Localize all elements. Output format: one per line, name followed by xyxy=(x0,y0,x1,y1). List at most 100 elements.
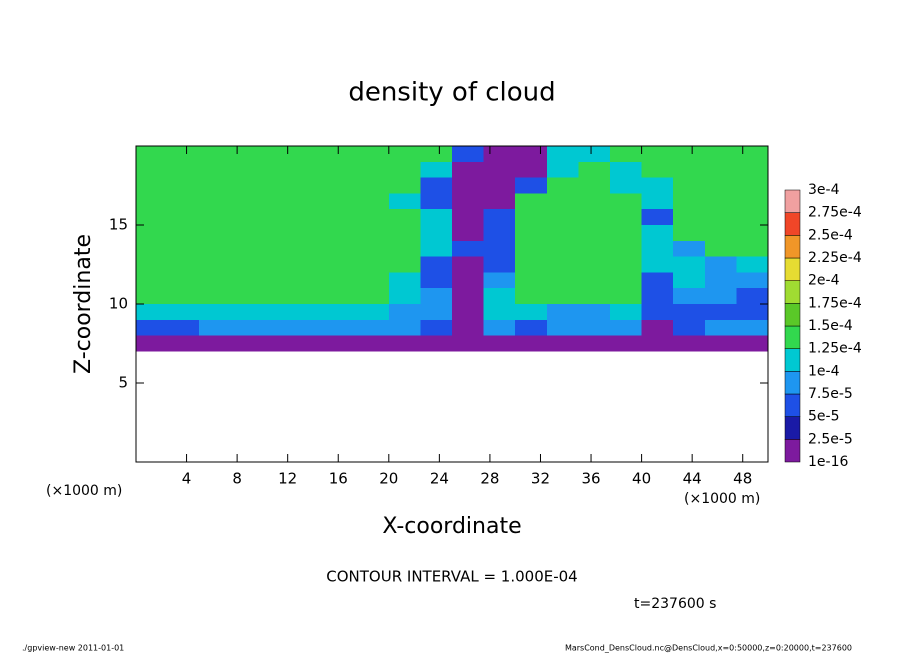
colorbar-label: 2.75e-4 xyxy=(808,205,862,221)
cell xyxy=(610,177,643,194)
cell xyxy=(736,446,769,463)
cell xyxy=(199,161,232,179)
cell xyxy=(325,430,358,447)
x-tick-label: 4 xyxy=(182,470,192,488)
cell xyxy=(357,161,390,179)
colorbar-label: 7.5e-5 xyxy=(808,386,853,402)
cell xyxy=(546,367,579,384)
cell xyxy=(673,398,706,416)
cell xyxy=(515,161,548,179)
cell xyxy=(388,240,421,258)
cell xyxy=(136,256,169,273)
cell xyxy=(420,414,453,431)
cell xyxy=(736,319,769,337)
cell xyxy=(294,209,327,226)
cell xyxy=(388,367,421,384)
cell xyxy=(515,367,548,384)
x-tick-label: 36 xyxy=(581,470,600,488)
cell xyxy=(546,383,579,400)
cell xyxy=(546,414,579,431)
cell xyxy=(262,351,295,368)
colorbar-label: 2e-4 xyxy=(808,273,840,289)
colorbar-swatch xyxy=(784,280,801,304)
cell xyxy=(610,209,643,226)
cell xyxy=(167,225,200,242)
colorbar-swatch xyxy=(784,189,801,213)
cell xyxy=(452,161,485,179)
cell xyxy=(136,272,169,289)
cell xyxy=(262,256,295,273)
footer-right: MarsCond_DensCloud.nc@DensCloud,x=0:5000… xyxy=(565,644,852,653)
cell xyxy=(673,351,706,368)
cell xyxy=(704,225,737,242)
cell xyxy=(704,319,737,337)
cell xyxy=(483,225,516,242)
cell xyxy=(515,240,548,258)
cell xyxy=(420,351,453,368)
cell xyxy=(452,398,485,416)
cell xyxy=(736,367,769,384)
cell xyxy=(325,414,358,431)
cell xyxy=(578,209,611,226)
cell xyxy=(420,446,453,463)
x-tick-label: 32 xyxy=(531,470,550,488)
colorbar-swatch xyxy=(784,348,801,372)
cell xyxy=(230,383,263,400)
cell xyxy=(357,414,390,431)
cell xyxy=(673,272,706,289)
cell xyxy=(673,225,706,242)
cell xyxy=(136,209,169,226)
cell xyxy=(136,351,169,368)
colorbar-swatch xyxy=(784,303,801,327)
cell xyxy=(736,304,769,321)
cell xyxy=(578,351,611,368)
cell xyxy=(578,383,611,400)
cell xyxy=(325,351,358,368)
cell xyxy=(357,398,390,416)
cell xyxy=(452,256,485,273)
cell xyxy=(673,319,706,337)
cell xyxy=(641,335,674,352)
cell xyxy=(325,225,358,242)
cell xyxy=(515,414,548,431)
cell xyxy=(294,193,327,210)
cell xyxy=(736,351,769,368)
cell xyxy=(325,272,358,289)
cell xyxy=(420,193,453,210)
cell xyxy=(325,256,358,273)
cell xyxy=(546,225,579,242)
x-tick-label: 40 xyxy=(632,470,651,488)
cell xyxy=(230,335,263,352)
cell xyxy=(610,161,643,179)
colorbar-label: 1e-16 xyxy=(808,454,848,470)
cell xyxy=(610,351,643,368)
cell xyxy=(704,398,737,416)
cell xyxy=(641,398,674,416)
cell xyxy=(262,288,295,305)
cell xyxy=(199,414,232,431)
cell xyxy=(136,177,169,194)
cell xyxy=(388,414,421,431)
cell xyxy=(515,446,548,463)
cell xyxy=(262,319,295,337)
cell xyxy=(483,146,516,163)
cell xyxy=(736,146,769,163)
cell xyxy=(704,383,737,400)
cell xyxy=(388,161,421,179)
cell xyxy=(515,225,548,242)
cell xyxy=(230,240,263,258)
cell xyxy=(325,177,358,194)
cell xyxy=(736,398,769,416)
cell xyxy=(483,177,516,194)
chart-title: density of cloud xyxy=(348,78,555,108)
cell xyxy=(294,256,327,273)
cell xyxy=(136,225,169,242)
cell xyxy=(420,272,453,289)
cell xyxy=(167,272,200,289)
cell xyxy=(230,161,263,179)
cell xyxy=(167,240,200,258)
cell xyxy=(357,430,390,447)
x-tick-label: 8 xyxy=(232,470,242,488)
cell xyxy=(610,367,643,384)
